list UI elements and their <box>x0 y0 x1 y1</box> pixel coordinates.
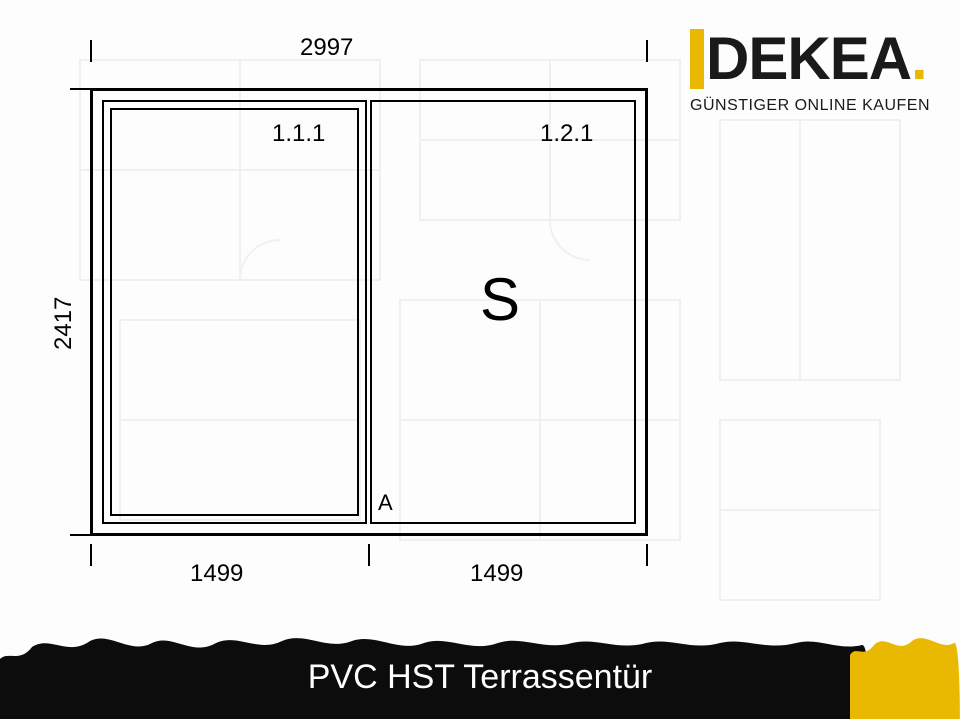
dim-total-height: 2417 <box>50 297 78 350</box>
footer-title: PVC HST Terrassentür <box>0 658 960 697</box>
dim-tick <box>90 544 92 566</box>
footer-band: PVC HST Terrassentür <box>0 629 960 719</box>
logo-accent-bar <box>690 29 704 89</box>
logo-name: DEKEA <box>706 29 911 89</box>
dim-tick <box>70 88 92 90</box>
logo-tagline: GÜNSTIGER ONLINE KAUFEN <box>690 97 930 115</box>
dim-left-segment: 1499 <box>190 560 243 588</box>
dim-tick <box>368 544 370 566</box>
left-sash-inner <box>110 108 359 516</box>
panel-code-left: 1.1.1 <box>272 120 325 148</box>
dim-total-width: 2997 <box>300 34 353 62</box>
dim-tick <box>646 40 648 62</box>
center-letter: S <box>480 265 520 334</box>
dim-tick <box>90 40 92 62</box>
logo-dot: . <box>911 24 928 93</box>
dim-right-segment: 1499 <box>470 560 523 588</box>
panel-code-right: 1.2.1 <box>540 120 593 148</box>
scheme-letter: A <box>378 490 393 516</box>
dim-tick <box>646 544 648 566</box>
dim-tick <box>70 534 92 536</box>
brand-logo: DEKEA . GÜNSTIGER ONLINE KAUFEN <box>690 24 930 115</box>
window-diagram: 2997 2417 1.1.1 1.2.1 S A 1499 1499 <box>40 40 660 600</box>
